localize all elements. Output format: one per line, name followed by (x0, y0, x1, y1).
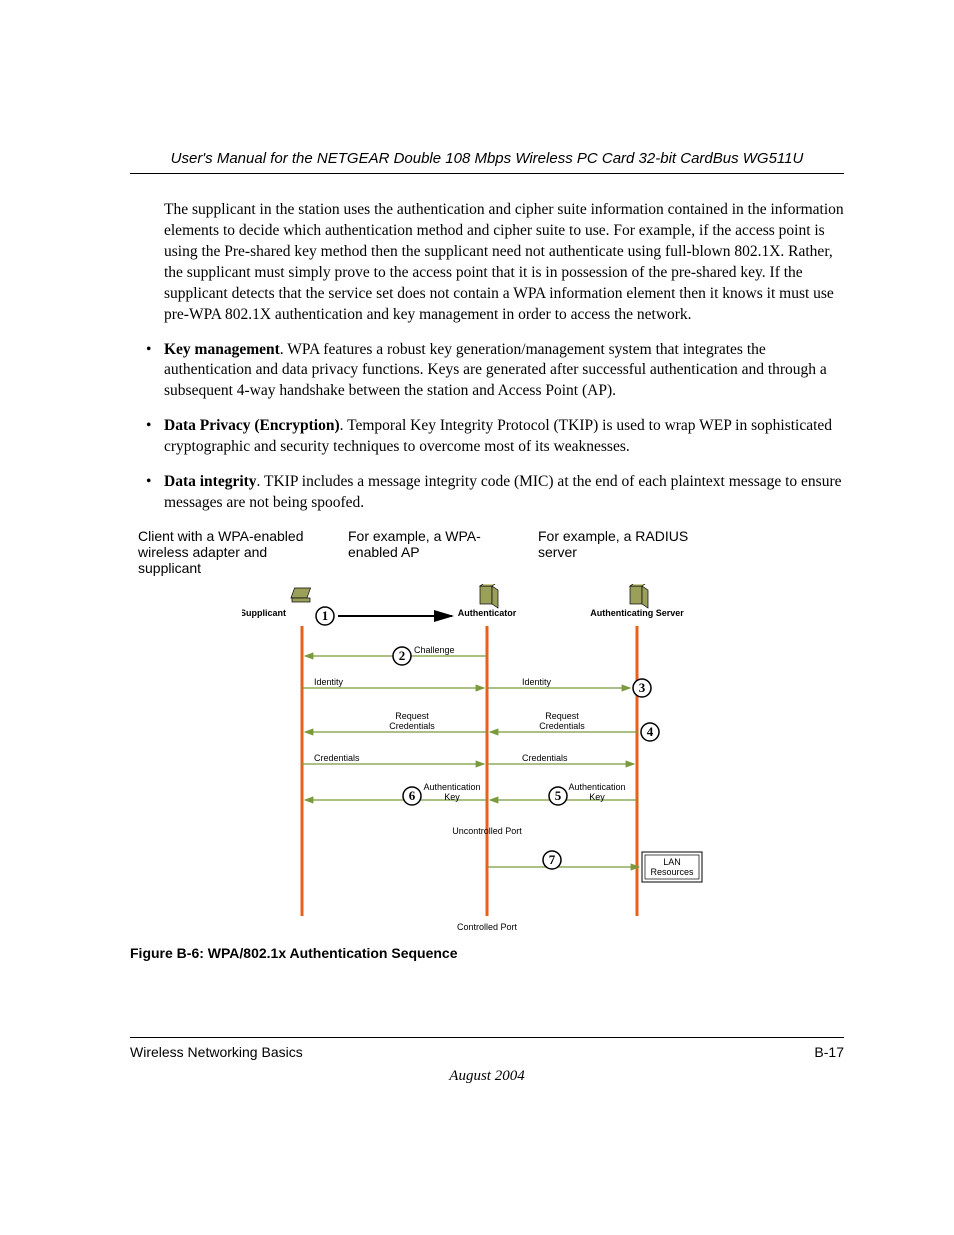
diagram-container: Supplicant Authenticator Authenticating … (242, 584, 732, 939)
bullet-term: Key management (164, 341, 280, 358)
label-authkey-2b: Key (444, 792, 460, 802)
figure-caption: Figure B-6: WPA/802.1x Authentication Se… (130, 945, 844, 961)
bullet-list: Key management. WPA features a robust ke… (130, 340, 844, 514)
step-4: 4 (641, 723, 659, 741)
svg-text:6: 6 (409, 788, 416, 803)
label-authkey-2a: Authentication (423, 782, 480, 792)
label-ap: For example, a WPA-enabled AP (348, 528, 508, 576)
svg-text:5: 5 (555, 788, 562, 803)
label-cred-1: Credentials (314, 753, 360, 763)
intro-paragraph: The supplicant in the station uses the a… (164, 200, 844, 326)
footer-date: August 2004 (130, 1068, 844, 1085)
supplicant-label: Supplicant (242, 608, 286, 618)
label-uncontrolled: Uncontrolled Port (452, 826, 522, 836)
bullet-text: . TKIP includes a message integrity code… (164, 473, 842, 511)
label-challenge: Challenge (414, 645, 455, 655)
bullet-data-privacy: Data Privacy (Encryption). Temporal Key … (148, 416, 844, 458)
step-6: 6 (403, 787, 421, 805)
label-reqcred-2a: Request (395, 711, 429, 721)
label-client: Client with a WPA-enabled wireless adapt… (138, 528, 318, 576)
label-reqcred-2b: Credentials (389, 721, 435, 731)
bullet-term: Data Privacy (Encryption) (164, 417, 340, 434)
page-header: User's Manual for the NETGEAR Double 108… (130, 150, 844, 174)
server-label: Authenticating Server (590, 608, 684, 618)
server-icon (630, 584, 648, 608)
step-1: 1 (316, 607, 334, 625)
supplicant-icon (291, 588, 311, 602)
label-cred-2: Credentials (522, 753, 568, 763)
label-identity-1: Identity (314, 677, 344, 687)
svg-text:4: 4 (647, 724, 654, 739)
footer-section: Wireless Networking Basics (130, 1044, 303, 1060)
label-identity-2: Identity (522, 677, 552, 687)
authenticator-icon (480, 584, 498, 608)
label-radius: For example, a RADIUS server (538, 528, 698, 576)
label-reqcred-1b: Credentials (539, 721, 585, 731)
bullet-data-integrity: Data integrity. TKIP includes a message … (148, 472, 844, 514)
sequence-diagram: Supplicant Authenticator Authenticating … (242, 584, 732, 934)
svg-text:3: 3 (639, 680, 646, 695)
label-reqcred-1a: Request (545, 711, 579, 721)
step-7: 7 (543, 851, 561, 869)
bullet-key-management: Key management. WPA features a robust ke… (148, 340, 844, 403)
label-authkey-1b: Key (589, 792, 605, 802)
svg-text:2: 2 (399, 648, 406, 663)
step-5: 5 (549, 787, 567, 805)
page-footer: Wireless Networking Basics B-17 August 2… (130, 1037, 844, 1085)
step-3: 3 (633, 679, 651, 697)
label-lan-1: LAN (663, 857, 681, 867)
svg-text:1: 1 (322, 608, 329, 623)
footer-page-number: B-17 (814, 1044, 844, 1060)
label-authkey-1a: Authentication (568, 782, 625, 792)
label-controlled: Controlled Port (457, 922, 518, 932)
bullet-term: Data integrity (164, 473, 257, 490)
step-2: 2 (393, 647, 411, 665)
diagram-top-labels: Client with a WPA-enabled wireless adapt… (138, 528, 844, 576)
label-lan-2: Resources (650, 867, 694, 877)
svg-text:7: 7 (549, 852, 556, 867)
authenticator-label: Authenticator (458, 608, 517, 618)
